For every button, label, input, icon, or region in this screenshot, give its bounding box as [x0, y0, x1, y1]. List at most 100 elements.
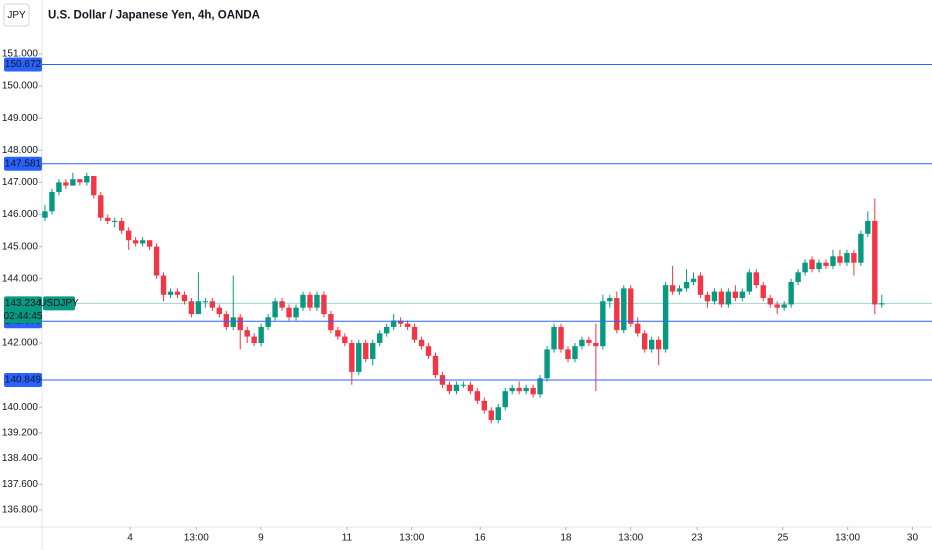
candle-body [63, 182, 69, 186]
candle-body [488, 410, 494, 421]
countdown: 02:44:45 [4, 311, 43, 322]
candle-body [174, 291, 181, 295]
candle-body [495, 407, 501, 421]
candle-body [314, 294, 320, 308]
candle-body [328, 314, 334, 331]
candle-body [56, 182, 62, 193]
candle-body [84, 175, 90, 183]
candle-body [265, 317, 271, 327]
plot [42, 63, 932, 424]
candle-body [98, 195, 104, 218]
candle-body [307, 294, 313, 308]
candle-body [363, 342, 369, 360]
axis: 151.000 150.000 149.000 148.000 147.000 146.0… [2, 49, 919, 544]
candle-body [397, 320, 404, 324]
candle-body [279, 301, 285, 308]
candle-body [216, 307, 223, 315]
line-label-bg [4, 372, 42, 387]
x-tick-label: 25 [777, 533, 789, 544]
candle-body [146, 240, 153, 247]
y-tick-label: 138.400 [2, 453, 39, 464]
candle-body [293, 307, 299, 318]
y-tick-label: 145.000 [2, 241, 39, 252]
candle-body [349, 342, 355, 372]
candle-body [676, 288, 683, 292]
x-tick-label: 23 [691, 533, 703, 544]
candle-body [153, 246, 160, 276]
candle-body [181, 294, 188, 302]
x-tick-label: 13:00 [618, 533, 643, 544]
candle-body [830, 256, 836, 266]
last-price-bg [4, 296, 42, 324]
candle-body [781, 304, 787, 308]
candle-body [739, 291, 746, 299]
candle-body [502, 391, 508, 408]
candle-body [202, 301, 209, 303]
candle-body [105, 217, 111, 221]
candle-body [655, 339, 662, 350]
candle-body [70, 179, 76, 186]
candle-body [635, 323, 641, 334]
candle-body [816, 262, 822, 270]
candle-body [167, 291, 174, 295]
candle-body [77, 179, 83, 183]
symbol[interactable]: JPY [7, 10, 26, 21]
candle-body [865, 220, 871, 234]
candle-body [516, 387, 522, 392]
candle-body [704, 294, 711, 302]
candle-body [342, 336, 348, 343]
candle-body [621, 288, 627, 331]
candle-body [788, 281, 794, 305]
candle-body [453, 384, 460, 392]
candle-body [377, 333, 383, 343]
candle-body [195, 301, 202, 315]
candle-body [614, 298, 620, 331]
candle-body [383, 326, 390, 334]
y-tick-label: 148.000 [2, 145, 39, 156]
y-tick-label: 151.000 [2, 49, 39, 60]
candle-body [209, 301, 216, 308]
candle-body [237, 317, 243, 331]
x-tick-label: 4 [127, 533, 133, 544]
candle-body [390, 320, 397, 327]
line-label: 150.672 [5, 59, 42, 70]
candle-body [844, 253, 850, 263]
candle-body [558, 326, 564, 350]
candle-body [244, 330, 250, 337]
candle-body [160, 275, 167, 295]
candle-body [251, 336, 257, 343]
candle-body [537, 378, 543, 395]
chart-title: U.S. Dollar / Japanese Yen, 4h, OANDA [48, 10, 260, 22]
y-tick-label: 140.000 [2, 402, 39, 413]
candle-body [837, 256, 843, 263]
candle-body [523, 387, 529, 392]
candle-body [641, 333, 648, 350]
candle-body [91, 175, 97, 196]
candle-body [858, 233, 864, 263]
candle-body [321, 294, 327, 315]
candle-body [600, 301, 606, 347]
candle-body [872, 220, 878, 305]
candle-body [586, 339, 592, 343]
candle-body [551, 326, 557, 350]
x-tick-label: 9 [258, 533, 264, 544]
candle-body [711, 291, 718, 302]
candle-body [42, 211, 48, 218]
symbol-box[interactable] [3, 3, 30, 27]
x-tick-label: 13:00 [835, 533, 860, 544]
y-tick-label: 142.000 [2, 338, 39, 349]
y-tick-label: 149.000 [2, 113, 39, 124]
candle-body [690, 278, 697, 282]
candle-body [725, 291, 732, 305]
candle-body [718, 291, 725, 305]
candle-body [823, 262, 829, 266]
candle-body [132, 240, 139, 244]
candle-body [809, 259, 815, 270]
x-tick-label: 13:00 [184, 533, 209, 544]
candle-body [356, 342, 362, 372]
candle-body [530, 387, 536, 395]
candle-body [432, 355, 439, 376]
candle-body [683, 281, 690, 289]
candle-body [425, 346, 432, 356]
line-label: 140.849 [5, 375, 42, 386]
